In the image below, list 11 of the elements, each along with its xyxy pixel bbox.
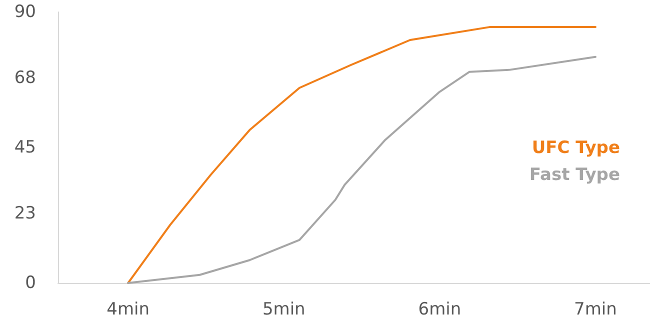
y-tick-label: 0 (25, 273, 36, 293)
x-tick-label: 5min (262, 300, 306, 320)
y-tick-label: 68 (14, 68, 36, 88)
x-tick-label: 4min (106, 300, 150, 320)
text: Fast Type (529, 165, 620, 185)
y-tick-label: 23 (14, 204, 36, 224)
text: UFC Type (532, 138, 620, 158)
x-tick-label: 7min (574, 300, 617, 320)
x-tick-label: 6min (418, 300, 462, 320)
y-tick-label: 90 (14, 2, 36, 22)
y-tick-label: 45 (14, 138, 36, 158)
